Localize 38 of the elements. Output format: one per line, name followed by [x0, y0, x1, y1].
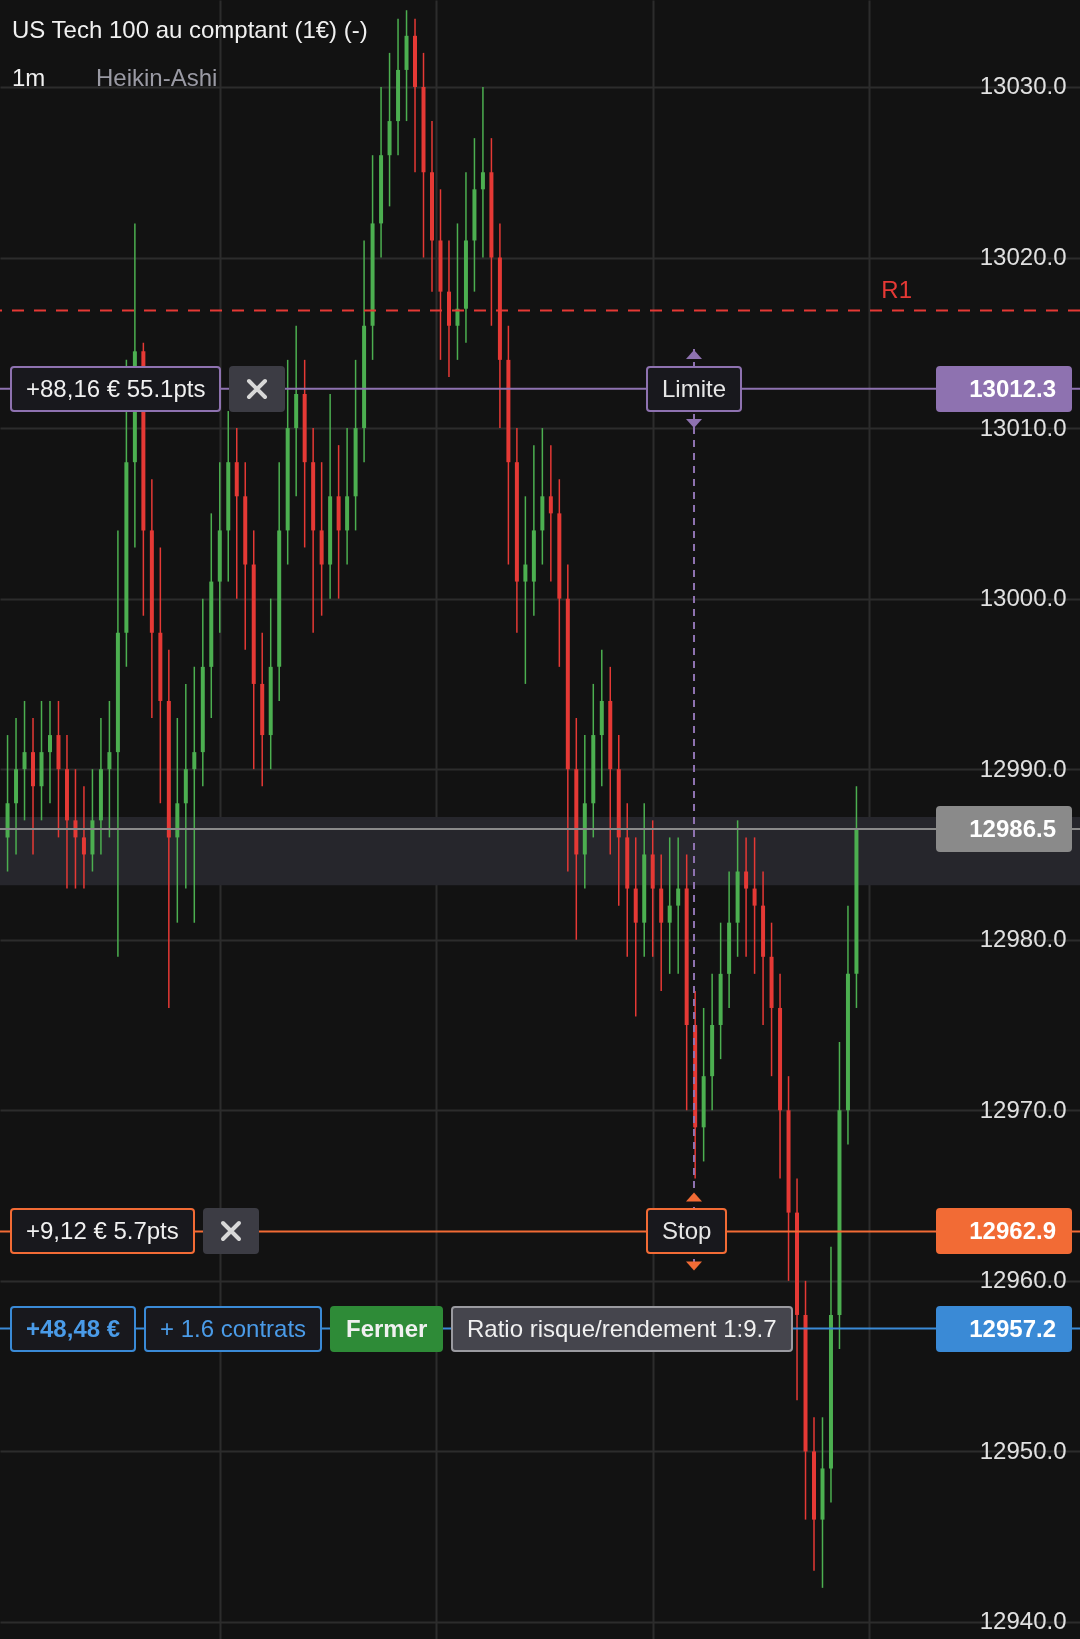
text: US Tech 100 au comptant (1€) (-): [12, 16, 368, 44]
candlestick: [752, 836, 757, 975]
candlestick: [744, 836, 749, 958]
ref-line-label: 13012.3: [936, 365, 1072, 412]
annotation: Limite: [646, 365, 743, 412]
y-tick-label: 13010.0: [979, 413, 1067, 441]
annotation: +48,48 €: [10, 1305, 137, 1352]
annotation: Heikin-Ashi: [96, 64, 218, 92]
ref-line-label: R1: [881, 276, 912, 305]
candlestick: [676, 836, 681, 975]
candlestick: [523, 495, 528, 685]
candlestick: [480, 86, 485, 259]
candlestick: [107, 700, 112, 839]
ref-line-label: 12962.9: [936, 1208, 1072, 1255]
ref-line-label: 12957.2: [936, 1305, 1072, 1352]
text: 1m: [12, 64, 46, 92]
y-tick-label: 12960.0: [979, 1266, 1067, 1294]
annotation: Ratio risque/rendement 1:9.7: [451, 1305, 793, 1352]
annotation: + 1.6 contrats: [144, 1305, 323, 1352]
candlestick: [667, 836, 672, 975]
y-tick-label: 12950.0: [979, 1436, 1067, 1464]
y-tick-label: 12990.0: [979, 754, 1067, 782]
y-tick-label: 12980.0: [979, 925, 1067, 953]
y-tick-label: 12940.0: [979, 1607, 1067, 1635]
candlestick: [81, 785, 86, 890]
annotation: +88,16 € 55.1pts: [10, 365, 222, 412]
y-tick-label: 13030.0: [979, 72, 1067, 100]
annotation: +9,12 € 5.7pts: [10, 1208, 195, 1255]
candlestick: [47, 700, 52, 805]
y-tick-label: 13020.0: [979, 243, 1067, 271]
candlestick: [192, 666, 197, 924]
annotation: Stop: [646, 1208, 728, 1255]
y-tick-label: 12970.0: [979, 1095, 1067, 1123]
candlestick: [548, 444, 553, 583]
ref-line-label: 12986.5: [936, 805, 1072, 852]
candlestick: [22, 700, 27, 822]
annotation: Fermer: [330, 1305, 444, 1352]
y-tick-label: 13000.0: [979, 584, 1067, 612]
